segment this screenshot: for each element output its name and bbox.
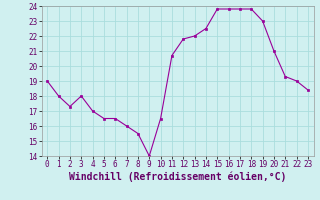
X-axis label: Windchill (Refroidissement éolien,°C): Windchill (Refroidissement éolien,°C): [69, 172, 286, 182]
